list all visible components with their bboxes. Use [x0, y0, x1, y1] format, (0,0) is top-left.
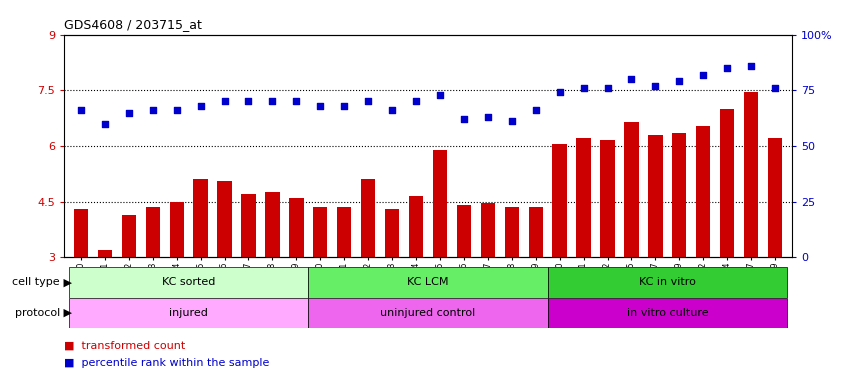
- Point: [193, 103, 207, 109]
- Text: protocol: protocol: [15, 308, 60, 318]
- Bar: [552, 144, 567, 257]
- Bar: [169, 202, 184, 257]
- Point: [289, 98, 303, 104]
- Point: [98, 121, 112, 127]
- Bar: [409, 196, 423, 257]
- Bar: [720, 109, 734, 257]
- Bar: [98, 250, 112, 257]
- Bar: [193, 179, 208, 257]
- Point: [768, 85, 782, 91]
- Text: uninjured control: uninjured control: [380, 308, 476, 318]
- Bar: [217, 181, 232, 257]
- Bar: [308, 267, 548, 298]
- Bar: [672, 133, 687, 257]
- Text: ■  percentile rank within the sample: ■ percentile rank within the sample: [64, 358, 270, 368]
- Text: GDS4608 / 203715_at: GDS4608 / 203715_at: [64, 18, 202, 31]
- Point: [385, 107, 399, 113]
- Bar: [504, 207, 519, 257]
- Text: KC LCM: KC LCM: [407, 277, 449, 287]
- Bar: [481, 204, 495, 257]
- Point: [457, 116, 471, 122]
- Point: [577, 85, 591, 91]
- Point: [409, 98, 423, 104]
- Bar: [308, 298, 548, 328]
- Bar: [122, 215, 136, 257]
- Text: injured: injured: [169, 308, 208, 318]
- Point: [481, 114, 495, 120]
- Point: [744, 63, 758, 69]
- Point: [217, 98, 231, 104]
- Bar: [457, 205, 471, 257]
- Point: [625, 76, 639, 82]
- Bar: [337, 207, 352, 257]
- Text: ▶: ▶: [60, 308, 72, 318]
- Point: [553, 89, 567, 96]
- Point: [697, 71, 710, 78]
- Bar: [385, 209, 399, 257]
- Bar: [528, 207, 543, 257]
- Point: [313, 103, 327, 109]
- Point: [361, 98, 375, 104]
- Point: [146, 107, 159, 113]
- Text: cell type: cell type: [12, 277, 60, 287]
- Text: ■  transformed count: ■ transformed count: [64, 341, 186, 351]
- Point: [74, 107, 88, 113]
- Text: KC in vitro: KC in vitro: [639, 277, 696, 287]
- Bar: [548, 298, 787, 328]
- Text: KC sorted: KC sorted: [162, 277, 216, 287]
- Point: [601, 85, 615, 91]
- Bar: [146, 207, 160, 257]
- Bar: [648, 135, 663, 257]
- Point: [241, 98, 255, 104]
- Bar: [289, 198, 304, 257]
- Bar: [548, 267, 787, 298]
- Bar: [74, 209, 88, 257]
- Bar: [265, 192, 280, 257]
- Bar: [433, 150, 447, 257]
- Bar: [696, 126, 710, 257]
- Point: [265, 98, 279, 104]
- Point: [337, 103, 351, 109]
- Bar: [313, 207, 328, 257]
- Bar: [361, 179, 375, 257]
- Text: ▶: ▶: [60, 277, 72, 287]
- Point: [122, 109, 135, 116]
- Bar: [576, 139, 591, 257]
- Bar: [600, 140, 615, 257]
- Point: [433, 92, 447, 98]
- Bar: [69, 267, 308, 298]
- Point: [529, 107, 543, 113]
- Bar: [624, 122, 639, 257]
- Text: in vitro culture: in vitro culture: [627, 308, 708, 318]
- Point: [673, 78, 687, 84]
- Point: [505, 118, 519, 124]
- Point: [721, 65, 734, 71]
- Bar: [768, 139, 782, 257]
- Point: [169, 107, 183, 113]
- Bar: [69, 298, 308, 328]
- Point: [649, 83, 663, 89]
- Bar: [744, 92, 758, 257]
- Bar: [241, 194, 256, 257]
